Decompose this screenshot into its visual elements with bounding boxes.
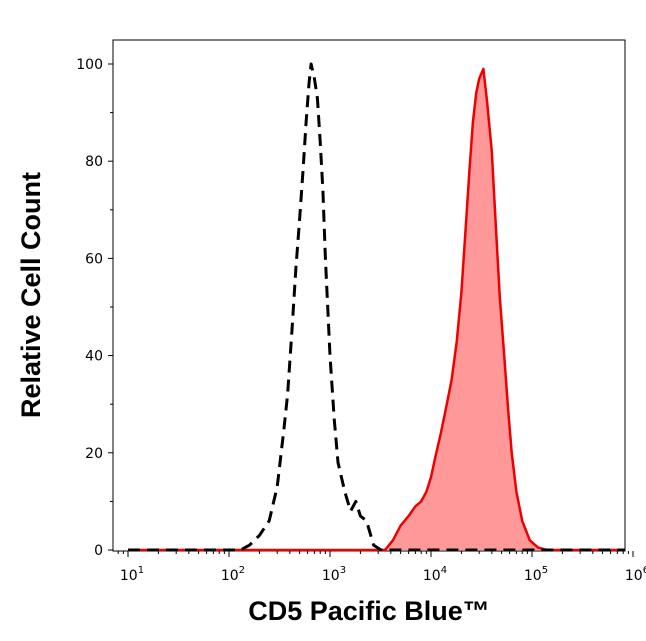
series-fill-area (128, 68, 625, 551)
x-tick-label: 106 (625, 565, 646, 584)
x-tick-label: 103 (322, 565, 346, 584)
y-axis-title: Relative Cell Count (16, 172, 46, 418)
x-axis-title: CD5 Pacific Blue™ (248, 596, 490, 626)
axes-layer: 0 20 40 60 80 100 101 102 103 104 105 106 (76, 57, 646, 584)
y-tick-label: 40 (85, 349, 103, 365)
x-tick-label: 101 (120, 565, 144, 584)
y-tick-label: 80 (85, 154, 103, 170)
series-layer (128, 62, 625, 552)
y-tick-label: 100 (76, 57, 103, 73)
plot-frame (112, 39, 626, 552)
x-tick-label: 102 (221, 565, 245, 584)
series-line-filled (128, 67, 625, 552)
y-tick-label: 0 (94, 543, 103, 559)
x-tick-label: 105 (524, 565, 548, 584)
x-tick-label: 104 (423, 565, 447, 584)
y-tick-label: 20 (85, 446, 103, 462)
y-tick-label: 60 (85, 251, 103, 267)
series-line-dashed (128, 62, 625, 552)
